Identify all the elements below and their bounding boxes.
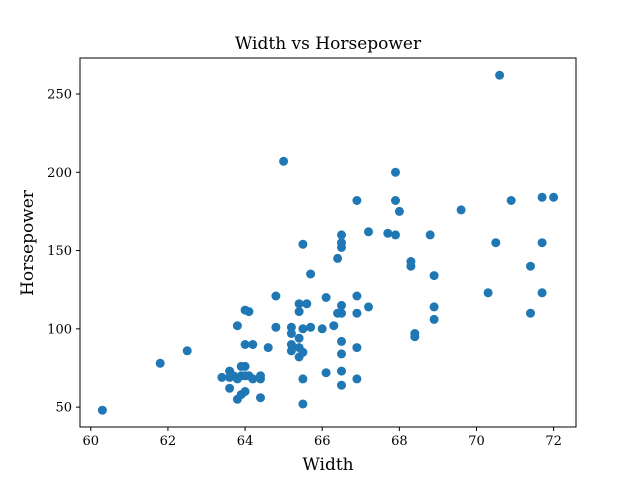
- data-point: [286, 322, 296, 332]
- y-tick-label: 100: [47, 322, 72, 337]
- y-axis-ticks: 50 100 150 200 250: [47, 88, 80, 416]
- data-point: [248, 340, 258, 349]
- chart-title: Width vs Horsepower: [235, 34, 422, 54]
- data-point: [294, 299, 304, 309]
- data-point: [225, 383, 235, 393]
- data-point: [337, 336, 346, 346]
- data-point: [248, 374, 258, 384]
- data-point: [383, 228, 393, 238]
- data-points: [97, 70, 559, 415]
- x-tick-label: 72: [545, 434, 562, 449]
- data-point: [286, 346, 296, 356]
- data-point: [232, 321, 242, 331]
- x-tick-label: 66: [314, 434, 331, 449]
- data-point: [537, 192, 547, 202]
- data-point: [240, 340, 250, 349]
- data-point: [271, 322, 281, 332]
- x-tick-label: 60: [83, 434, 100, 449]
- data-point: [352, 343, 362, 353]
- data-point: [321, 293, 331, 302]
- data-point: [306, 269, 316, 279]
- data-point: [391, 167, 400, 177]
- x-axis-ticks: 60 62 64 66 68 70 72: [83, 427, 562, 449]
- data-point: [306, 322, 316, 332]
- data-point: [298, 374, 308, 384]
- data-point: [298, 347, 308, 357]
- data-point: [155, 358, 165, 368]
- data-point: [321, 368, 331, 378]
- data-point: [364, 302, 373, 312]
- data-point: [429, 302, 439, 312]
- y-tick-label: 150: [47, 244, 72, 259]
- data-point: [352, 196, 362, 205]
- data-point: [244, 307, 254, 317]
- data-point: [217, 372, 227, 382]
- data-point: [391, 196, 400, 205]
- data-point: [256, 393, 265, 403]
- y-tick-label: 250: [47, 88, 72, 103]
- x-tick-label: 62: [160, 434, 177, 449]
- data-point: [317, 324, 327, 334]
- y-tick-label: 200: [47, 166, 72, 181]
- data-point: [352, 291, 362, 301]
- data-point: [302, 299, 312, 309]
- x-axis-label: Width: [302, 455, 353, 475]
- y-axis-label: Horsepower: [18, 189, 38, 296]
- data-point: [391, 230, 400, 240]
- data-point: [352, 374, 362, 384]
- data-point: [182, 346, 192, 356]
- data-point: [279, 156, 289, 166]
- data-point: [294, 307, 304, 317]
- data-point: [352, 308, 362, 318]
- x-tick-label: 68: [391, 434, 408, 449]
- data-point: [456, 205, 466, 215]
- data-point: [429, 314, 439, 324]
- data-point: [506, 196, 516, 205]
- data-point: [294, 333, 304, 343]
- data-point: [337, 308, 346, 318]
- data-point: [394, 206, 404, 216]
- data-point: [406, 261, 416, 271]
- data-point: [337, 380, 346, 390]
- data-point: [410, 332, 420, 342]
- data-point: [240, 387, 250, 396]
- data-point: [537, 238, 547, 248]
- data-point: [526, 308, 535, 318]
- data-point: [240, 361, 250, 371]
- data-point: [97, 405, 107, 415]
- data-point: [337, 300, 346, 310]
- x-tick-label: 70: [468, 434, 485, 449]
- data-point: [526, 261, 535, 271]
- data-point: [298, 399, 308, 409]
- data-point: [271, 291, 281, 301]
- x-tick-label: 64: [237, 434, 254, 449]
- data-point: [491, 238, 501, 248]
- plot-frame: [79, 57, 577, 428]
- y-tick-label: 50: [55, 401, 72, 416]
- data-point: [429, 271, 439, 281]
- data-point: [495, 70, 505, 80]
- data-point: [537, 288, 547, 298]
- data-point: [337, 230, 346, 240]
- data-point: [364, 227, 373, 237]
- data-point: [425, 230, 435, 240]
- data-point: [337, 366, 346, 376]
- data-point: [549, 192, 559, 202]
- data-point: [298, 239, 308, 249]
- data-point: [256, 371, 265, 381]
- data-point: [263, 343, 273, 353]
- data-point: [483, 288, 493, 298]
- data-point: [329, 321, 339, 331]
- data-point: [337, 349, 346, 359]
- data-point: [333, 253, 343, 263]
- data-point: [286, 329, 296, 338]
- data-point: [286, 340, 296, 349]
- data-point: [337, 242, 346, 252]
- data-point: [298, 324, 308, 334]
